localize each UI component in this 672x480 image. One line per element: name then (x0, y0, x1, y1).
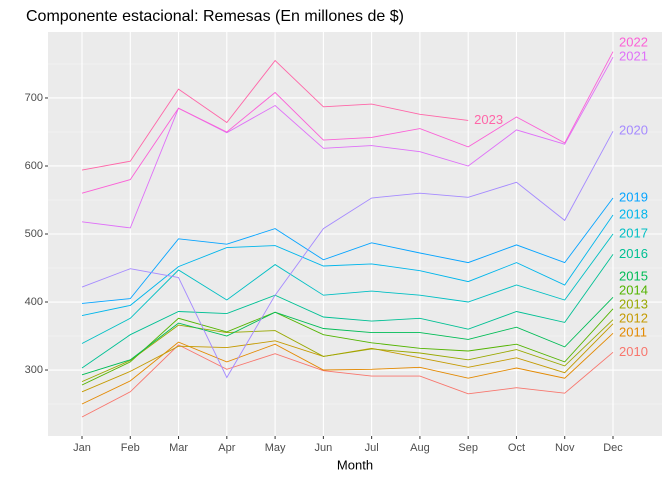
x-tick-label: Aug (410, 442, 430, 454)
x-tick-label: Jan (73, 442, 91, 454)
x-tick-label: Oct (508, 442, 525, 454)
x-tick-label: Dec (603, 442, 623, 454)
x-tick-label: Jul (365, 442, 379, 454)
series-line (81, 51, 614, 194)
series-label: 2021 (619, 49, 648, 64)
x-tick-label: Sep (458, 442, 478, 454)
series-line (81, 254, 614, 369)
x-tick-label: Jun (314, 442, 332, 454)
series-label: 2017 (619, 225, 648, 240)
series-label: 2018 (619, 206, 648, 221)
series-line (81, 296, 614, 376)
x-tick-label: Apr (218, 442, 235, 454)
series-label: 2013 (619, 297, 648, 312)
x-tick-label: Nov (555, 442, 575, 454)
series-line (81, 131, 614, 379)
series-line (81, 59, 469, 171)
series-label: 2010 (619, 344, 648, 359)
series-label: 2015 (619, 269, 648, 284)
series-label: 2014 (619, 283, 648, 298)
y-tick-label: 700 (25, 92, 43, 104)
series-label: 2020 (619, 123, 648, 138)
y-tick-label: 600 (25, 160, 43, 172)
series-line (81, 197, 614, 304)
y-tick-label: 400 (25, 296, 43, 308)
series-line (81, 332, 614, 405)
y-tick-label: 500 (25, 228, 43, 240)
series-line (81, 233, 614, 344)
series-label: 2019 (619, 189, 648, 204)
x-tick-label: Mar (169, 442, 188, 454)
x-axis-title: Month (337, 457, 373, 472)
x-tick-label: Feb (121, 442, 140, 454)
series-label: 2011 (619, 325, 647, 340)
series-line (81, 319, 614, 383)
series-label: 2022 (619, 35, 648, 50)
series-label: 2012 (619, 311, 648, 326)
series-line (81, 344, 614, 418)
series-line (81, 308, 614, 386)
y-tick-label: 300 (25, 364, 43, 376)
x-tick-label: May (265, 442, 286, 454)
chart-title: Componente estacional: Remesas (En millo… (26, 8, 404, 25)
series-label: 2016 (619, 246, 648, 261)
series-line (81, 214, 614, 317)
series-line (81, 56, 614, 229)
series-label: 2023 (474, 112, 503, 127)
